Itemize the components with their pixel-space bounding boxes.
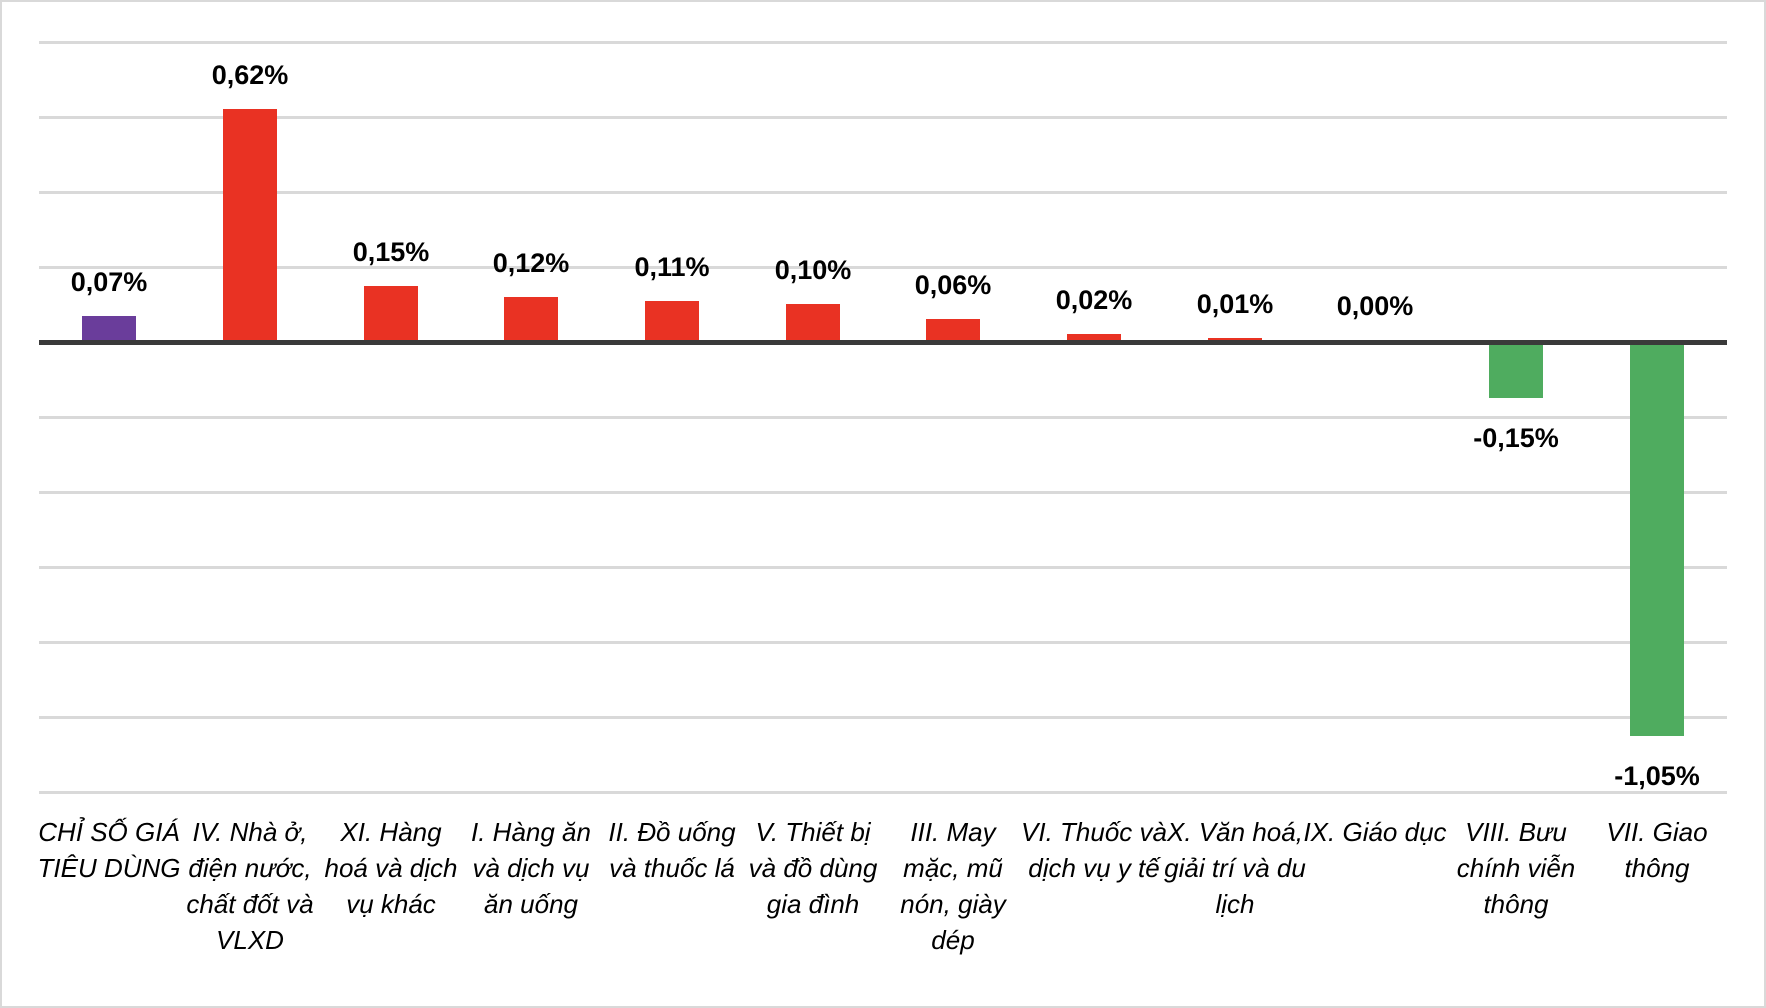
x-axis-category-label: X. Văn hoá, giải trí và du lịch — [1164, 817, 1306, 919]
gridline — [39, 416, 1727, 419]
bar-value-label: 0,12% — [492, 248, 570, 278]
gridline — [39, 116, 1727, 119]
bar-value-label: -1,05% — [1614, 761, 1700, 791]
bar-value-label: 0,07% — [70, 267, 148, 297]
x-axis-category-label: XI. Hàng hoá và dịch vụ khác — [324, 817, 458, 919]
bar — [1630, 342, 1684, 736]
bar — [82, 316, 136, 342]
bar-value-label: -0,15% — [1473, 423, 1559, 453]
x-axis-category-label: IX. Giáo dục — [1303, 817, 1447, 847]
gridline — [39, 566, 1727, 569]
bar — [926, 319, 980, 342]
x-axis-category-label: VIII. Bưu chính viễn thông — [1456, 817, 1576, 919]
bar-value-label: 0,10% — [774, 255, 852, 285]
bar-value-label: 0,11% — [634, 252, 710, 282]
bar — [1067, 334, 1121, 342]
gridline — [39, 716, 1727, 719]
bar-value-label: 0,01% — [1196, 289, 1274, 319]
x-axis-category-label: II. Đồ uống và thuốc lá — [608, 817, 736, 883]
x-axis-category-label: VII. Giao thông — [1606, 817, 1708, 883]
gridline — [39, 191, 1727, 194]
bar-value-label: 0,62% — [211, 60, 289, 90]
bar — [786, 304, 840, 342]
bar — [645, 301, 699, 342]
x-axis-category-label: I. Hàng ăn và dịch vụ ăn uống — [471, 817, 591, 919]
x-axis-line — [39, 340, 1727, 345]
bar — [504, 297, 558, 342]
bar-value-label: 0,02% — [1055, 285, 1133, 315]
bar-value-label: 0,06% — [914, 270, 992, 300]
x-axis-category-label: III. May mặc, mũ nón, giày dép — [900, 817, 1006, 955]
bar — [364, 286, 418, 342]
gridline — [39, 491, 1727, 494]
gridline — [39, 41, 1727, 44]
gridline — [39, 266, 1727, 269]
plot-area: 0,07% CHỈ SỐ GIÁ TIÊU DÙNG 0,62% IV. Nhà ở,… — [37, 2, 1727, 1006]
x-axis-category-label: V. Thiết bị và đồ dùng gia đình — [748, 817, 878, 919]
bar — [1489, 342, 1543, 398]
bar — [223, 109, 277, 342]
x-axis-category-label: CHỈ SỐ GIÁ TIÊU DÙNG — [37, 817, 181, 883]
bar-value-label: 0,15% — [352, 237, 430, 267]
gridline — [39, 791, 1727, 794]
gridline — [39, 641, 1727, 644]
x-axis-category-label: IV. Nhà ở, điện nước, chất đốt và VLXD — [186, 817, 314, 955]
x-axis-category-label: VI. Thuốc và dịch vụ y tế — [1021, 817, 1167, 883]
bar-value-label: 0,00% — [1336, 291, 1414, 321]
